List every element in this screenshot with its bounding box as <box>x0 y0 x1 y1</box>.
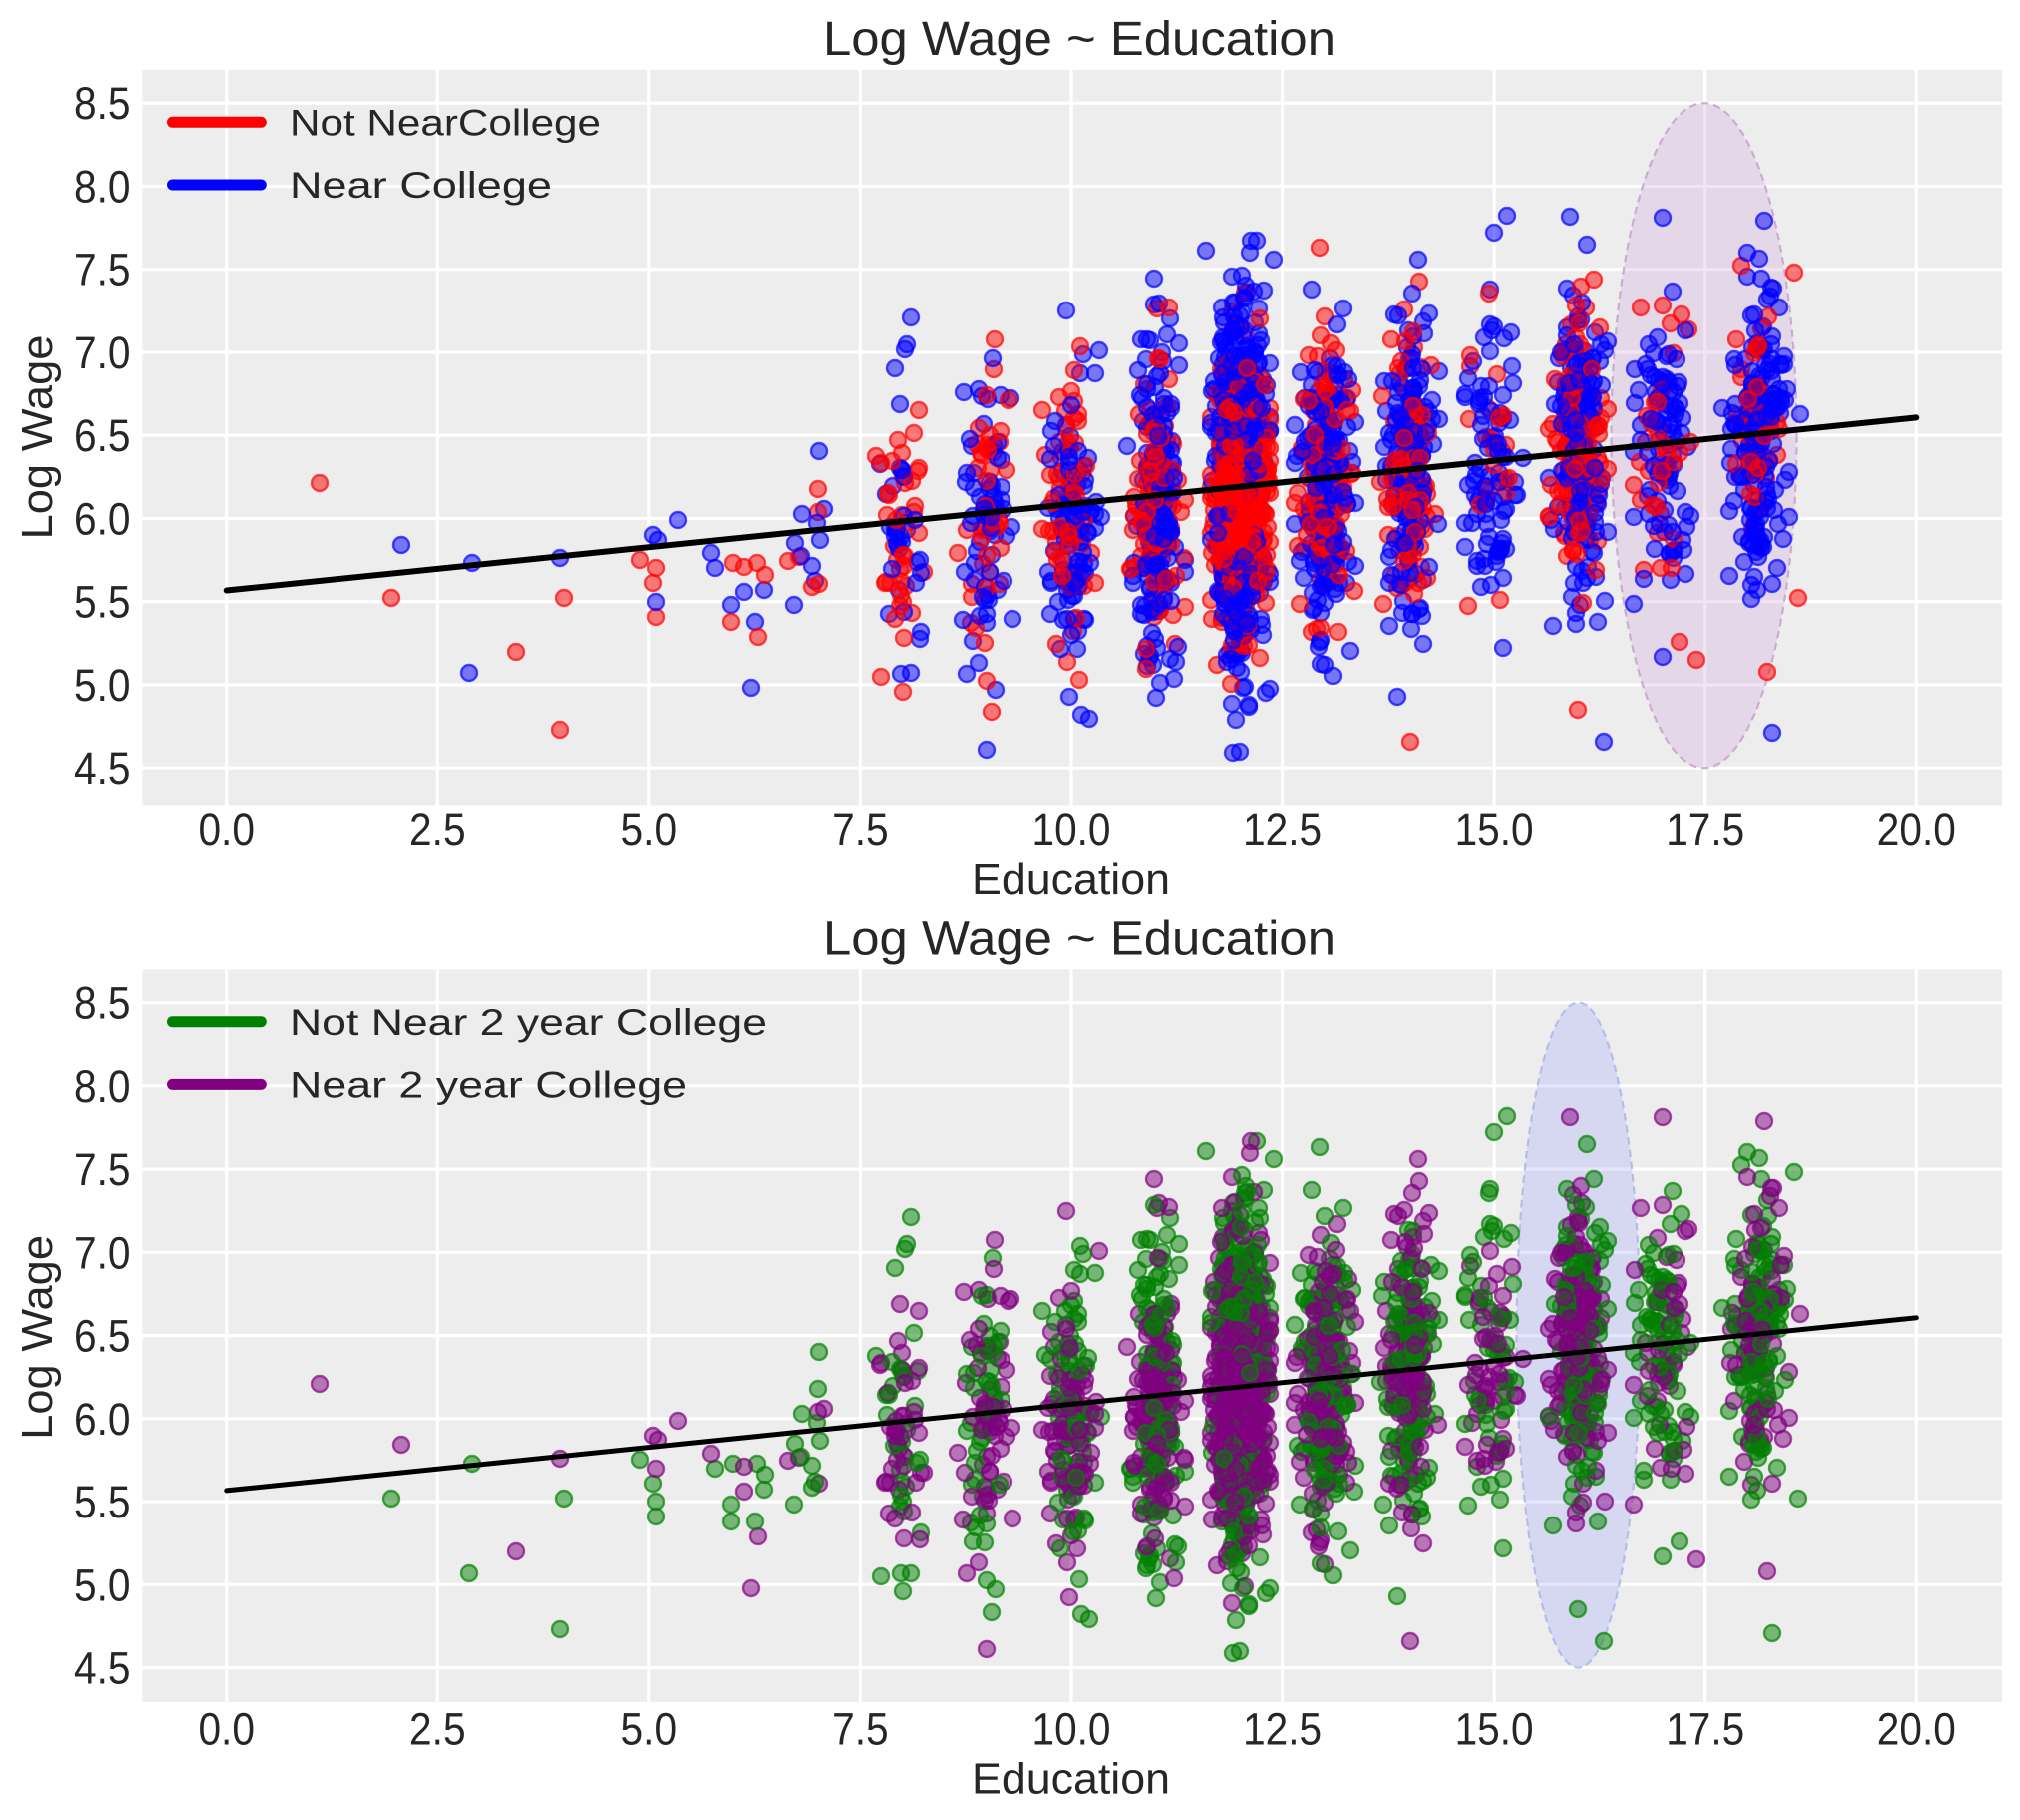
svg-text:12.5: 12.5 <box>1243 804 1322 855</box>
svg-text:17.5: 17.5 <box>1666 804 1744 855</box>
svg-text:Not NearCollege: Not NearCollege <box>290 103 601 144</box>
svg-text:7.5: 7.5 <box>832 804 889 855</box>
svg-text:15.0: 15.0 <box>1455 804 1534 855</box>
svg-text:Log Wage ~ Education: Log Wage ~ Education <box>823 13 1336 66</box>
svg-text:20.0: 20.0 <box>1877 804 1956 855</box>
svg-text:0.0: 0.0 <box>198 804 255 855</box>
svg-text:8.5: 8.5 <box>74 78 131 129</box>
svg-text:Education: Education <box>972 855 1170 904</box>
svg-text:6.5: 6.5 <box>74 410 131 461</box>
svg-text:2.5: 2.5 <box>409 804 466 855</box>
svg-text:5.0: 5.0 <box>74 660 131 711</box>
svg-text:5.5: 5.5 <box>74 577 131 628</box>
svg-text:10.0: 10.0 <box>1032 804 1111 855</box>
svg-text:Near College: Near College <box>290 165 552 206</box>
svg-text:Log Wage: Log Wage <box>13 335 62 540</box>
svg-text:4.5: 4.5 <box>74 743 131 794</box>
svg-text:8.0: 8.0 <box>74 162 131 213</box>
svg-text:7.5: 7.5 <box>74 245 131 296</box>
svg-text:5.0: 5.0 <box>621 804 678 855</box>
svg-text:7.0: 7.0 <box>74 327 131 378</box>
svg-text:6.0: 6.0 <box>74 494 131 545</box>
